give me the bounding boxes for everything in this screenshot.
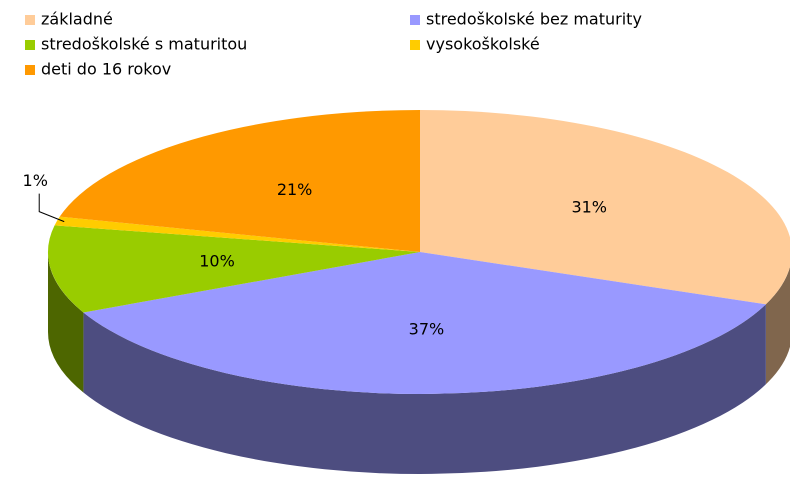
pie-slice [420, 110, 790, 305]
pie-slice-side [83, 304, 766, 474]
value-label: 10% [199, 251, 235, 270]
legend-swatch [25, 15, 35, 25]
legend-label: vysokoškolské [426, 35, 540, 54]
pie-slice-side [48, 252, 84, 393]
legend-swatch [25, 40, 35, 50]
legend-label: stredoškolské bez maturity [426, 10, 642, 29]
legend-swatch [410, 15, 420, 25]
legend-label: deti do 16 rokov [41, 60, 171, 79]
legend-swatch [410, 40, 420, 50]
leader-line [38, 193, 65, 223]
pie-slice [83, 252, 766, 394]
value-label: 1% [23, 171, 48, 190]
pie-slice [59, 110, 420, 252]
legend-label: základné [41, 10, 113, 29]
value-label: 31% [571, 198, 607, 217]
legend-label: stredoškolské s maturitou [41, 35, 247, 54]
legend-swatch [25, 65, 35, 75]
value-label: 21% [277, 180, 313, 199]
pie-slice [54, 216, 420, 252]
value-label: 37% [409, 320, 445, 339]
pie-slice [48, 225, 421, 313]
pie-slice-side [765, 266, 790, 385]
